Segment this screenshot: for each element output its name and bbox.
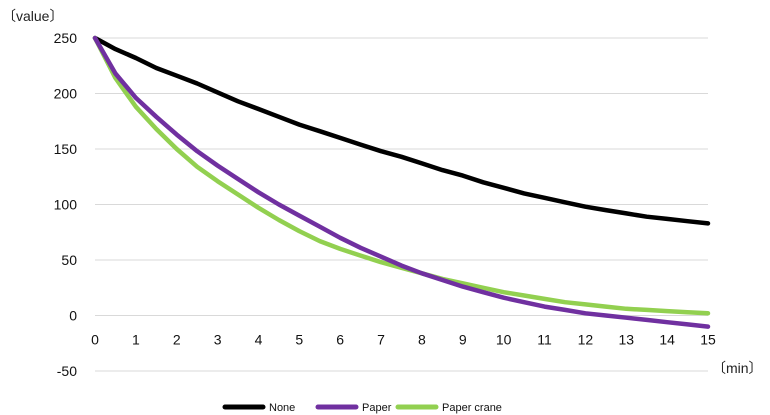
- x-tick-label: 6: [336, 332, 344, 348]
- x-axis-label: 〔min〕: [712, 360, 763, 376]
- y-tick-label: 150: [54, 141, 78, 157]
- y-tick-label: -50: [57, 363, 77, 379]
- x-tick-label: 8: [418, 332, 426, 348]
- x-tick-label: 7: [377, 332, 385, 348]
- x-tick-label: 12: [578, 332, 594, 348]
- legend-label: Paper crane: [442, 402, 502, 414]
- series-line-paper: [92, 35, 711, 329]
- y-axis-label: 〔value〕: [2, 8, 63, 24]
- legend-label: None: [269, 402, 295, 414]
- y-tick-label: 200: [54, 86, 78, 102]
- x-tick-label: 0: [91, 332, 99, 348]
- x-tick-label: 2: [173, 332, 181, 348]
- x-tick-label: 9: [459, 332, 467, 348]
- x-tick-label: 14: [659, 332, 675, 348]
- x-tick-label: 1: [132, 332, 140, 348]
- x-tick-label: 10: [496, 332, 512, 348]
- x-tick-label: 3: [214, 332, 222, 348]
- y-tick-label: 250: [54, 30, 78, 46]
- series-line-none: [92, 35, 711, 226]
- x-tick-label: 13: [618, 332, 634, 348]
- y-tick-label: 100: [54, 197, 78, 213]
- x-tick-label: 15: [700, 332, 716, 348]
- x-tick-label: 5: [295, 332, 303, 348]
- legend-label: Paper: [362, 402, 392, 414]
- x-tick-label: 11: [537, 332, 552, 348]
- y-tick-label: 50: [61, 252, 77, 268]
- x-tick-label: 4: [255, 332, 263, 348]
- y-tick-label: 0: [69, 308, 77, 324]
